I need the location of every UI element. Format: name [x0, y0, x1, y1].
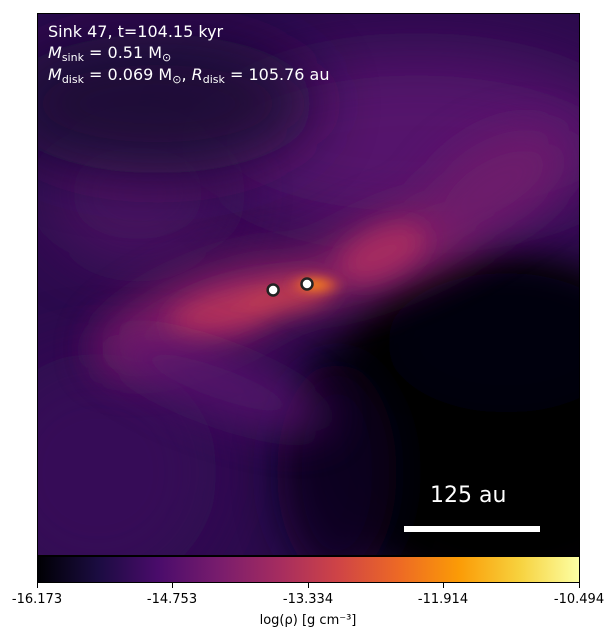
colorbar-label: log(ρ) [g cm⁻³]	[259, 613, 357, 628]
sink-mass-label: Msink = 0.51 M⊙	[48, 43, 171, 68]
mass-subscript: sink	[61, 51, 84, 64]
sink-mass-value: = 0.51 M	[83, 43, 163, 62]
scalebar	[404, 526, 540, 532]
sink-marker	[266, 283, 280, 297]
scalebar-label: 125 au	[430, 483, 507, 508]
density-image	[38, 14, 579, 555]
colorbar	[37, 556, 580, 583]
separator: ,	[181, 65, 192, 84]
colorbar-tick	[443, 583, 444, 588]
disk-radius-subscript: disk	[202, 73, 225, 86]
colorbar-tick	[308, 583, 309, 588]
density-map: Sink 47, t=104.15 kyr Msink = 0.51 M⊙ Md…	[37, 13, 580, 556]
sink-title: Sink 47, t=104.15 kyr	[48, 22, 224, 41]
colorbar-tick-label: -10.494	[553, 592, 605, 607]
colorbar-tick-label: -16.173	[11, 592, 63, 607]
disk-mass-subscript: disk	[61, 73, 84, 86]
mass-symbol: M	[48, 43, 62, 62]
colorbar-tick-label: -13.334	[282, 592, 334, 607]
colorbar-tick-label: -14.753	[146, 592, 198, 607]
disk-radius-value: = 105.76 au	[224, 65, 330, 84]
sink-marker	[300, 277, 314, 291]
solar-mass-subscript: ⊙	[162, 51, 172, 64]
disk-mass-value: = 0.069 M	[83, 65, 173, 84]
disk-solar-subscript: ⊙	[172, 73, 182, 86]
colorbar-tick	[37, 583, 38, 588]
colorbar-tick	[172, 583, 173, 588]
disk-properties-label: Mdisk = 0.069 M⊙, Rdisk = 105.76 au	[48, 65, 329, 90]
colorbar-tick	[579, 583, 580, 588]
disk-radius-symbol: R	[191, 65, 203, 84]
colorbar-tick-label: -11.914	[417, 592, 469, 607]
disk-mass-symbol: M	[48, 65, 62, 84]
